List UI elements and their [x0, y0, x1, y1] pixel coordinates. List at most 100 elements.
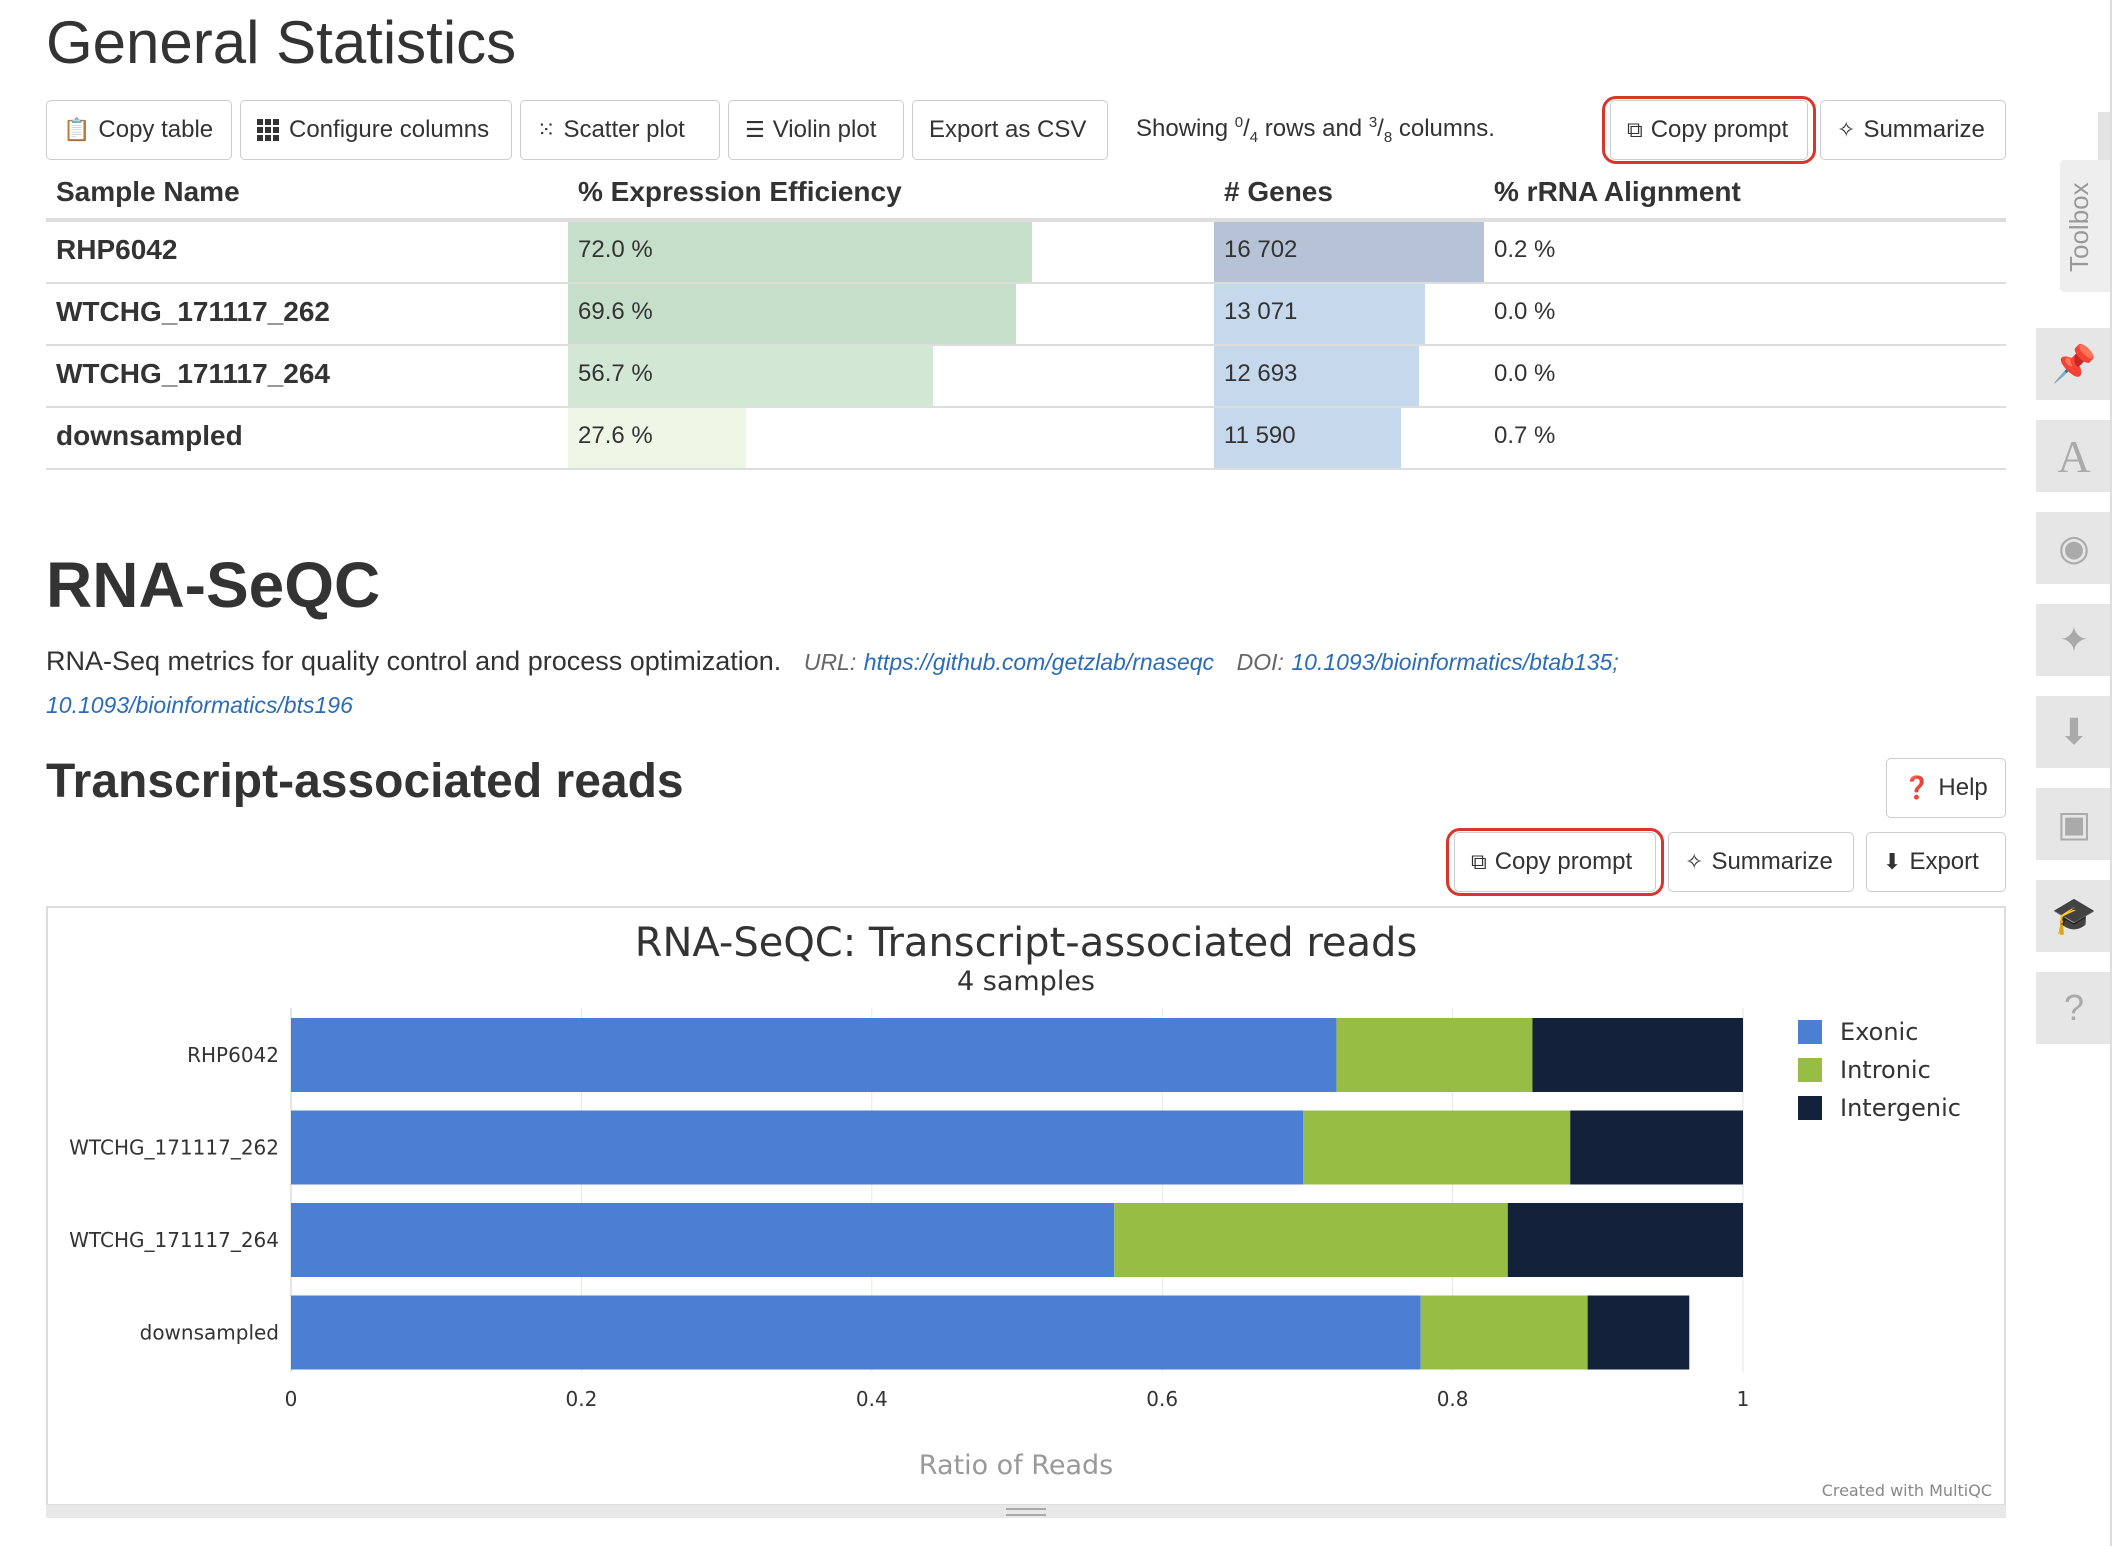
general-statistics-title: General Statistics: [46, 9, 517, 76]
legend-swatch-exonic: [1798, 1020, 1822, 1044]
summarize-label: Summarize: [1863, 116, 1985, 143]
bar-segment-intergenic: [1570, 1110, 1743, 1185]
summarize-button[interactable]: ✧ Summarize: [1820, 100, 2006, 160]
rnaseqc-title: RNA-SeQC: [46, 549, 381, 621]
bar-segment-intergenic: [1507, 1203, 1743, 1277]
toolbox-tab[interactable]: Toolbox: [2060, 160, 2112, 292]
question-icon[interactable]: ?: [2036, 972, 2112, 1044]
col-rrna-alignment[interactable]: % rRNA Alignment: [1494, 176, 1741, 207]
plot-summarize-button[interactable]: ✧ Summarize: [1668, 832, 1854, 892]
sparkle-icon: ✧: [1685, 849, 1704, 874]
genes-bar: [1214, 284, 1426, 344]
chart-title: RNA-SeQC: Transcript-associated reads: [635, 920, 1418, 966]
x-tick-label: 0.4: [856, 1387, 888, 1411]
efficiency-bar: [568, 408, 746, 468]
category-label: RHP6042: [187, 1043, 279, 1067]
efficiency-value: 72.0 %: [578, 236, 653, 263]
help-button[interactable]: ❓ Help: [1886, 758, 2006, 818]
x-tick-label: 0.6: [1146, 1387, 1178, 1411]
clipboard-icon: 📋: [63, 117, 91, 142]
save-icon[interactable]: ▣: [2036, 788, 2112, 860]
violin-plot-button[interactable]: ☰ Violin plot: [728, 100, 904, 160]
genes-bar: [1214, 346, 1420, 406]
rrna-value: 0.0 %: [1494, 298, 1556, 325]
sparkle-icon[interactable]: ✦: [2036, 604, 2112, 676]
genes-value: 11 590: [1224, 422, 1296, 449]
copy-table-button[interactable]: 📋 Copy table: [46, 100, 232, 160]
copy-icon: ⧉: [1627, 117, 1643, 142]
genes-value: 16 702: [1224, 236, 1298, 263]
table-row: RHP6042 72.0 % 16 702 0.2 %: [46, 222, 2006, 284]
col-genes[interactable]: # Genes: [1224, 176, 1333, 207]
pin-icon[interactable]: 📌: [2036, 328, 2112, 400]
bar-segment-intronic: [1303, 1110, 1571, 1185]
download-icon[interactable]: ⬇: [2036, 696, 2112, 768]
credit-label: Created with MultiQC: [1822, 1481, 1992, 1500]
efficiency-value: 69.6 %: [578, 298, 653, 325]
scrollbar[interactable]: [2098, 112, 2112, 160]
plot-copy-prompt-button[interactable]: ⧉ Copy prompt: [1454, 832, 1656, 892]
rrna-value: 0.7 %: [1494, 422, 1556, 449]
plot-export-button[interactable]: ⬇ Export: [1866, 832, 2006, 892]
general-stats-table: Sample Name % Expression Efficiency # Ge…: [46, 166, 2006, 470]
doi-label: DOI:: [1236, 649, 1284, 675]
url-label: URL:: [803, 649, 857, 675]
category-label: WTCHG_171117_264: [69, 1228, 279, 1252]
toolbox-label: Toolbox: [2064, 182, 2094, 272]
col-sample-name[interactable]: Sample Name: [56, 176, 240, 207]
scatter-plot-label: Scatter plot: [563, 116, 685, 143]
copy-prompt-button[interactable]: ⧉ Copy prompt: [1610, 100, 1808, 160]
export-csv-button[interactable]: Export as CSV: [912, 100, 1108, 160]
bar-segment-intergenic: [1532, 1018, 1743, 1092]
doi-link-1[interactable]: 10.1093/bioinformatics/btab135;: [1291, 649, 1619, 675]
help-label: Help: [1938, 774, 1988, 801]
font-icon[interactable]: A: [2036, 420, 2112, 492]
copy-prompt-highlight: [1602, 96, 1816, 164]
download-icon: ⬇: [1883, 849, 1902, 874]
genes-bar: [1214, 222, 1484, 282]
bar-segment-exonic: [291, 1295, 1421, 1370]
sample-name-cell: WTCHG_171117_262: [56, 296, 330, 327]
doi-link-2[interactable]: 10.1093/bioinformatics/bts196: [46, 692, 353, 718]
configure-columns-button[interactable]: Configure columns: [240, 100, 512, 160]
bar-segment-intronic: [1420, 1295, 1588, 1370]
copy-icon: ⧉: [1471, 849, 1487, 874]
plot-resize-handle[interactable]: [46, 1504, 2006, 1518]
table-row: WTCHG_171117_262 69.6 % 13 071 0.0 %: [46, 284, 2006, 346]
plot-copy-prompt-highlight: [1446, 828, 1664, 896]
bar-segment-exonic: [291, 1018, 1337, 1092]
legend-label-exonic: Exonic: [1840, 1018, 1918, 1046]
genes-value: 12 693: [1224, 360, 1298, 387]
sample-name-cell: WTCHG_171117_264: [56, 358, 330, 389]
bar-segment-intergenic: [1587, 1295, 1690, 1370]
efficiency-bar: [568, 284, 1017, 344]
scatter-plot-button[interactable]: ⁙ Scatter plot: [520, 100, 720, 160]
col-expression-efficiency[interactable]: % Expression Efficiency: [578, 176, 902, 207]
url-link[interactable]: https://github.com/getzlab/rnaseqc: [863, 649, 1215, 675]
genes-bar: [1214, 408, 1402, 468]
grid-icon: [257, 119, 279, 141]
graduation-cap-icon[interactable]: 🎓: [2036, 880, 2112, 952]
violin-plot-label: Violin plot: [772, 116, 877, 143]
rrna-value: 0.0 %: [1494, 360, 1556, 387]
eye-slash-icon[interactable]: ◉: [2036, 512, 2112, 584]
table-header: Sample Name % Expression Efficiency # Ge…: [46, 166, 2006, 222]
export-csv-label: Export as CSV: [929, 116, 1087, 143]
rrna-value: 0.2 %: [1494, 236, 1556, 263]
sparkle-icon: ✧: [1837, 117, 1856, 142]
grip-icon: [1006, 1508, 1046, 1516]
configure-columns-label: Configure columns: [289, 116, 490, 143]
copy-table-label: Copy table: [98, 116, 214, 143]
sample-name-cell: RHP6042: [56, 234, 178, 265]
legend-swatch-intergenic: [1798, 1096, 1822, 1120]
scatter-icon: ⁙: [537, 117, 556, 142]
copy-prompt-label: Copy prompt: [1650, 116, 1789, 143]
toolbox-sidebar: Toolbox 📌 A ◉ ✦ ⬇ ▣ 🎓 ?: [2036, 0, 2112, 1546]
question-circle-icon: ❓: [1903, 775, 1931, 800]
genes-value: 13 071: [1224, 298, 1298, 325]
description-text: RNA-Seq metrics for quality control and …: [46, 646, 782, 676]
efficiency-value: 56.7 %: [578, 360, 653, 387]
plot-summarize-label: Summarize: [1711, 848, 1833, 875]
legend-label-intergenic: Intergenic: [1840, 1094, 1961, 1122]
